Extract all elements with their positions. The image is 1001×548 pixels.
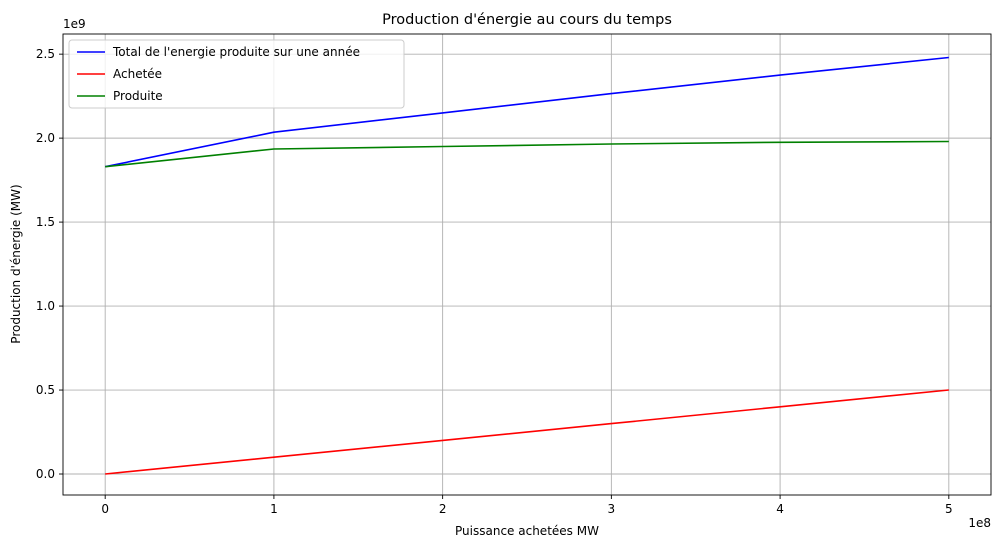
x-tick-label: 2 [439, 502, 447, 516]
plot-area-frame [62, 33, 992, 496]
y-tick-label: 2.0 [36, 131, 55, 145]
series-line-2 [105, 140, 949, 168]
y-tick-label: 0.5 [36, 383, 55, 397]
legend-box [68, 39, 405, 109]
y-tick-label: 2.5 [36, 47, 55, 61]
x-offset-label: 1e8 [968, 516, 991, 530]
series-line-1 [105, 389, 949, 475]
legend-label-2: Produite [113, 89, 163, 103]
y-tick-label: 0.0 [36, 467, 55, 481]
x-tick-label: 4 [776, 502, 784, 516]
legend-label-0: Total de l'energie produite sur une anné… [112, 45, 360, 59]
y-offset-label: 1e9 [63, 17, 86, 31]
x-tick-label: 3 [608, 502, 616, 516]
series-lines [105, 56, 949, 475]
x-axis-label: Puissance achetées MW [455, 524, 599, 538]
legend: Total de l'energie produite sur une anné… [68, 39, 405, 109]
x-tick-label: 5 [945, 502, 953, 516]
legend-label-1: Achetée [113, 67, 162, 81]
y-axis-label: Production d'énergie (MW) [9, 184, 23, 343]
axis-ticks: 0 1 2 3 4 5 0.0 0.5 1.0 1.5 2.0 2.5 [36, 47, 953, 516]
series-line-0 [105, 56, 949, 168]
x-tick-label: 1 [270, 502, 278, 516]
chart-title: Production d'énergie au cours du temps [382, 12, 672, 28]
x-tick-label: 0 [101, 502, 109, 516]
y-tick-label: 1.0 [36, 299, 55, 313]
y-tick-label: 1.5 [36, 215, 55, 229]
